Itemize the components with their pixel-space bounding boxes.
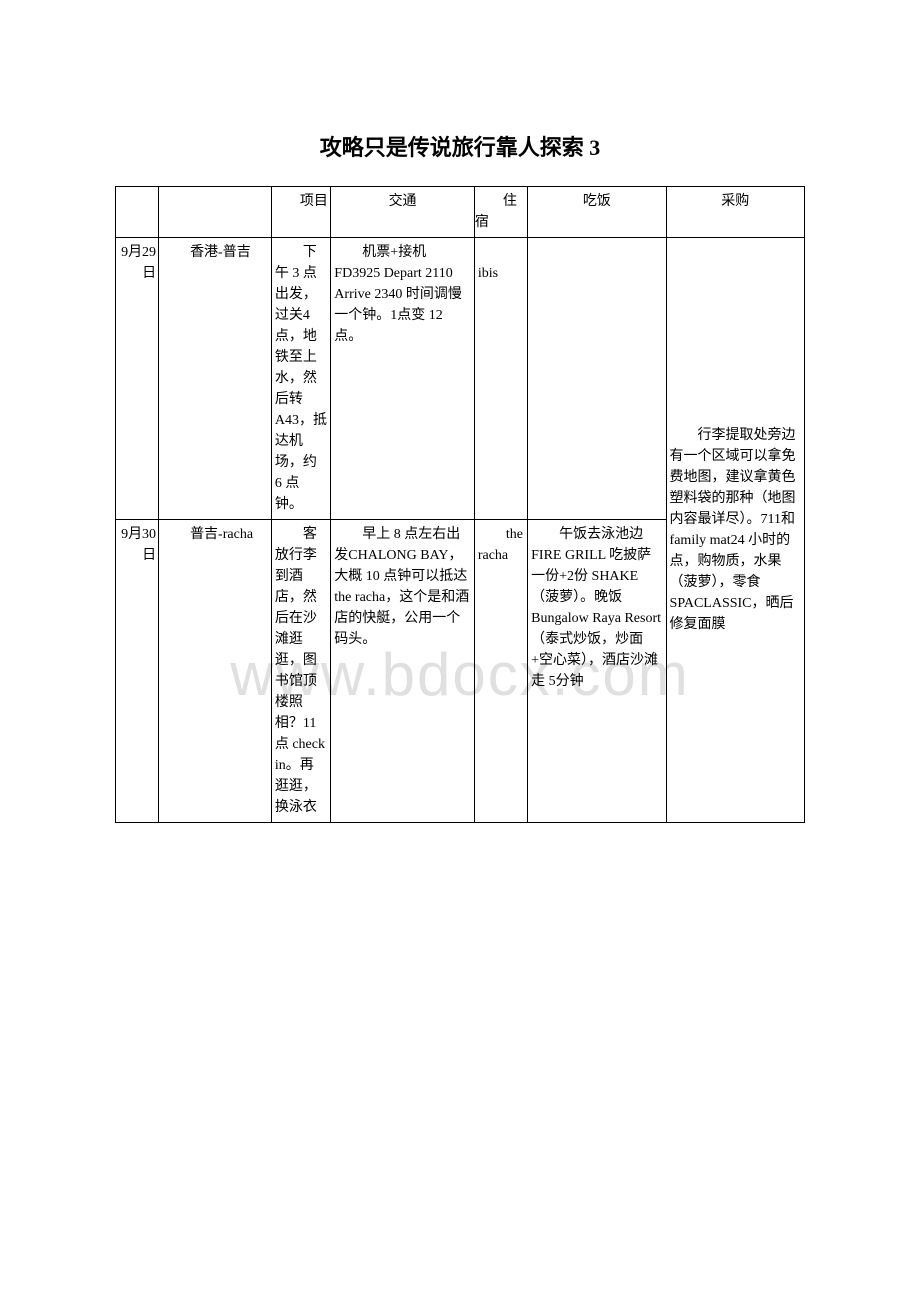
- header-item: 项目: [271, 187, 330, 238]
- cell-transport-0-text: 机票+接机 FD3925 Depart 2110 Arrive 2340 时间调…: [334, 245, 462, 344]
- cell-date-0: 9月29日: [116, 238, 159, 520]
- header-shopping: 采购: [666, 187, 804, 238]
- header-route: [159, 187, 272, 238]
- cell-item-0: 下午 3 点出发，过关4 点，地铁至上水，然后转A43，抵达机场，约 6 点钟。: [271, 238, 330, 520]
- table-header-row: 项目 交通 住宿 吃饭 采购: [116, 187, 805, 238]
- cell-date-1: 9月30日: [116, 520, 159, 823]
- cell-route-1-text: 普吉-racha: [190, 527, 253, 542]
- cell-stay-0: ibis: [474, 238, 527, 520]
- cell-transport-0: 机票+接机 FD3925 Depart 2110 Arrive 2340 时间调…: [331, 238, 475, 520]
- cell-food-1: 午饭去泳池边 FIRE GRILL 吃披萨一份+2份 SHAKE（菠萝）。晚饭B…: [528, 520, 666, 823]
- cell-item-1: 客放行李到酒店，然后在沙滩逛逛，图书馆顶楼照相？11点 check in。再逛逛…: [271, 520, 330, 823]
- cell-route-1: 普吉-racha: [159, 520, 272, 823]
- header-item-text: 项目: [300, 194, 328, 209]
- itinerary-table: 项目 交通 住宿 吃饭 采购 9月29日 香港-普吉 下午 3 点出发，过关4 …: [115, 186, 805, 823]
- cell-item-0-text: 下午 3 点出发，过关4 点，地铁至上水，然后转A43，抵达机场，约 6 点钟。: [275, 245, 327, 512]
- cell-transport-1: 早上 8 点左右出发CHALONG BAY，大概 10 点钟可以抵达 the r…: [331, 520, 475, 823]
- header-date: [116, 187, 159, 238]
- header-food: 吃饭: [528, 187, 666, 238]
- page-title: 攻略只是传说旅行靠人探索 3: [115, 130, 805, 162]
- cell-stay-0-text: ibis: [478, 266, 498, 281]
- cell-route-0-text: 香港-普吉: [190, 245, 251, 260]
- cell-route-0: 香港-普吉: [159, 238, 272, 520]
- cell-item-1-text: 客放行李到酒店，然后在沙滩逛逛，图书馆顶楼照相？11点 check in。再逛逛…: [275, 527, 325, 815]
- header-stay: 住宿: [474, 187, 527, 238]
- cell-shopping-text: 行李提取处旁边有一个区域可以拿免费地图，建议拿黄色塑料袋的那种（地图内容最详尽）…: [670, 428, 796, 632]
- cell-food-0: [528, 238, 666, 520]
- cell-stay-1: the racha: [474, 520, 527, 823]
- cell-shopping-merged: 行李提取处旁边有一个区域可以拿免费地图，建议拿黄色塑料袋的那种（地图内容最详尽）…: [666, 238, 804, 823]
- cell-food-1-text: 午饭去泳池边 FIRE GRILL 吃披萨一份+2份 SHAKE（菠萝）。晚饭B…: [531, 527, 661, 689]
- cell-transport-1-text: 早上 8 点左右出发CHALONG BAY，大概 10 点钟可以抵达 the r…: [334, 527, 469, 647]
- header-transport: 交通: [331, 187, 475, 238]
- header-stay-text: 住宿: [475, 194, 517, 230]
- table-row: 9月29日 香港-普吉 下午 3 点出发，过关4 点，地铁至上水，然后转A43，…: [116, 238, 805, 520]
- cell-stay-1-text: the racha: [478, 527, 523, 563]
